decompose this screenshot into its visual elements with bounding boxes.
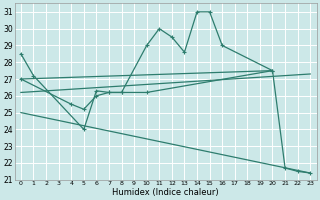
X-axis label: Humidex (Indice chaleur): Humidex (Indice chaleur) (112, 188, 219, 197)
